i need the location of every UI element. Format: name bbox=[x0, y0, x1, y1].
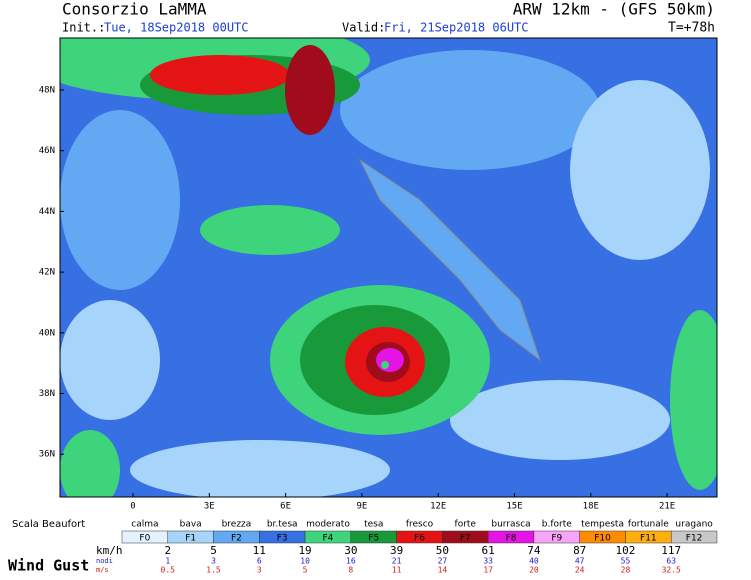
threshold-ms: 11 bbox=[392, 566, 402, 575]
threshold-kmh: 39 bbox=[390, 544, 403, 557]
beaufort-force: F2 bbox=[231, 534, 242, 544]
beaufort-force: F11 bbox=[640, 534, 657, 544]
beaufort-force: F8 bbox=[506, 534, 517, 544]
beaufort-name: brezza bbox=[222, 520, 252, 530]
beaufort-name: calma bbox=[131, 520, 158, 530]
map-field bbox=[59, 37, 718, 498]
beaufort-name: fresco bbox=[406, 520, 434, 530]
lat-label: 38N bbox=[39, 389, 55, 399]
valid-label: Valid: bbox=[342, 21, 385, 35]
beaufort-name: fortunale bbox=[628, 520, 669, 530]
threshold-kmh: 74 bbox=[527, 544, 541, 557]
unit-kmh: km/h bbox=[96, 544, 123, 557]
threshold-kmh: 102 bbox=[616, 544, 636, 557]
beaufort-name: tesa bbox=[364, 520, 383, 530]
threshold-kmh: 19 bbox=[298, 544, 311, 557]
unit-knots: nodi bbox=[96, 557, 113, 565]
beaufort-force: F5 bbox=[368, 534, 379, 544]
lat-label: 40N bbox=[39, 328, 55, 338]
threshold-ms: 20 bbox=[529, 566, 539, 575]
beaufort-force: F10 bbox=[594, 534, 611, 544]
threshold-ms: 28 bbox=[621, 566, 631, 575]
beaufort-name: tempesta bbox=[581, 520, 624, 530]
threshold-ms: 3 bbox=[257, 566, 262, 575]
threshold-kmh: 61 bbox=[482, 544, 495, 557]
init-label: Init.: bbox=[62, 21, 105, 35]
beaufort-force: F6 bbox=[414, 534, 425, 544]
lat-label: 36N bbox=[39, 450, 55, 460]
threshold-ms: 0.5 bbox=[161, 566, 176, 575]
title: Consorzio LaMMA bbox=[62, 0, 207, 19]
threshold-kmh: 11 bbox=[253, 544, 266, 557]
beaufort-name: bava bbox=[180, 520, 202, 530]
threshold-ms: 17 bbox=[483, 566, 493, 575]
lon-label: 3E bbox=[204, 502, 215, 512]
beaufort-name: br.tesa bbox=[267, 520, 298, 530]
threshold-ms: 8 bbox=[348, 566, 353, 575]
init-time: Tue, 18Sep2018 00UTC bbox=[104, 21, 249, 35]
threshold-kmh: 2 bbox=[164, 544, 171, 557]
lat-label: 42N bbox=[39, 268, 55, 278]
lon-label: 18E bbox=[583, 502, 599, 512]
threshold-knots: 3 bbox=[211, 557, 216, 566]
lat-label: 46N bbox=[39, 146, 55, 156]
beaufort-name: uragano bbox=[675, 520, 713, 530]
beaufort-swatch bbox=[670, 530, 718, 544]
caption: Wind Gust bbox=[8, 557, 89, 575]
lat-label: 44N bbox=[39, 207, 55, 217]
threshold-knots: 63 bbox=[666, 557, 676, 566]
threshold-kmh: 50 bbox=[436, 544, 449, 557]
threshold-ms: 5 bbox=[303, 566, 308, 575]
threshold-knots: 21 bbox=[392, 557, 402, 566]
lat-label: 48N bbox=[39, 86, 55, 96]
beaufort-force: F7 bbox=[460, 534, 471, 544]
threshold-ms: 1.5 bbox=[206, 566, 221, 575]
threshold-ms: 14 bbox=[438, 566, 448, 575]
lon-label: 0 bbox=[130, 502, 135, 512]
beaufort-name: b.forte bbox=[542, 520, 572, 530]
beaufort-force: F12 bbox=[686, 534, 703, 544]
threshold-knots: 6 bbox=[257, 557, 262, 566]
lon-label: 9E bbox=[356, 502, 367, 512]
beaufort-force: F0 bbox=[139, 534, 150, 544]
lon-label: 12E bbox=[430, 502, 446, 512]
threshold-knots: 40 bbox=[529, 557, 539, 566]
threshold-knots: 16 bbox=[346, 557, 356, 566]
lon-label: 15E bbox=[506, 502, 522, 512]
lon-label: 6E bbox=[280, 502, 291, 512]
beaufort-force: F1 bbox=[185, 534, 196, 544]
threshold-knots: 47 bbox=[575, 557, 585, 566]
valid-time: Fri, 21Sep2018 06UTC bbox=[384, 21, 529, 35]
beaufort-force: F4 bbox=[323, 534, 334, 544]
threshold-kmh: 117 bbox=[661, 544, 681, 557]
beaufort-name: moderato bbox=[306, 520, 350, 530]
threshold-ms: 32.5 bbox=[662, 566, 681, 575]
model: ARW 12km - (GFS 50km) bbox=[513, 0, 715, 19]
unit-ms: m/s bbox=[96, 566, 109, 574]
threshold-kmh: 5 bbox=[210, 544, 217, 557]
threshold-kmh: 87 bbox=[573, 544, 586, 557]
threshold-knots: 33 bbox=[483, 557, 493, 566]
beaufort-force: F3 bbox=[277, 534, 288, 544]
scale-title: Scala Beaufort bbox=[12, 519, 85, 530]
threshold-knots: 27 bbox=[438, 557, 448, 566]
forecast-step: T=+78h bbox=[668, 21, 715, 36]
beaufort-force: F9 bbox=[551, 534, 562, 544]
threshold-knots: 55 bbox=[621, 557, 631, 566]
beaufort-name: burrasca bbox=[491, 520, 530, 530]
lon-label: 21E bbox=[659, 502, 675, 512]
threshold-kmh: 30 bbox=[344, 544, 357, 557]
threshold-ms: 24 bbox=[575, 566, 585, 575]
threshold-knots: 10 bbox=[300, 557, 310, 566]
threshold-knots: 1 bbox=[165, 557, 170, 566]
beaufort-name: forte bbox=[455, 520, 477, 530]
